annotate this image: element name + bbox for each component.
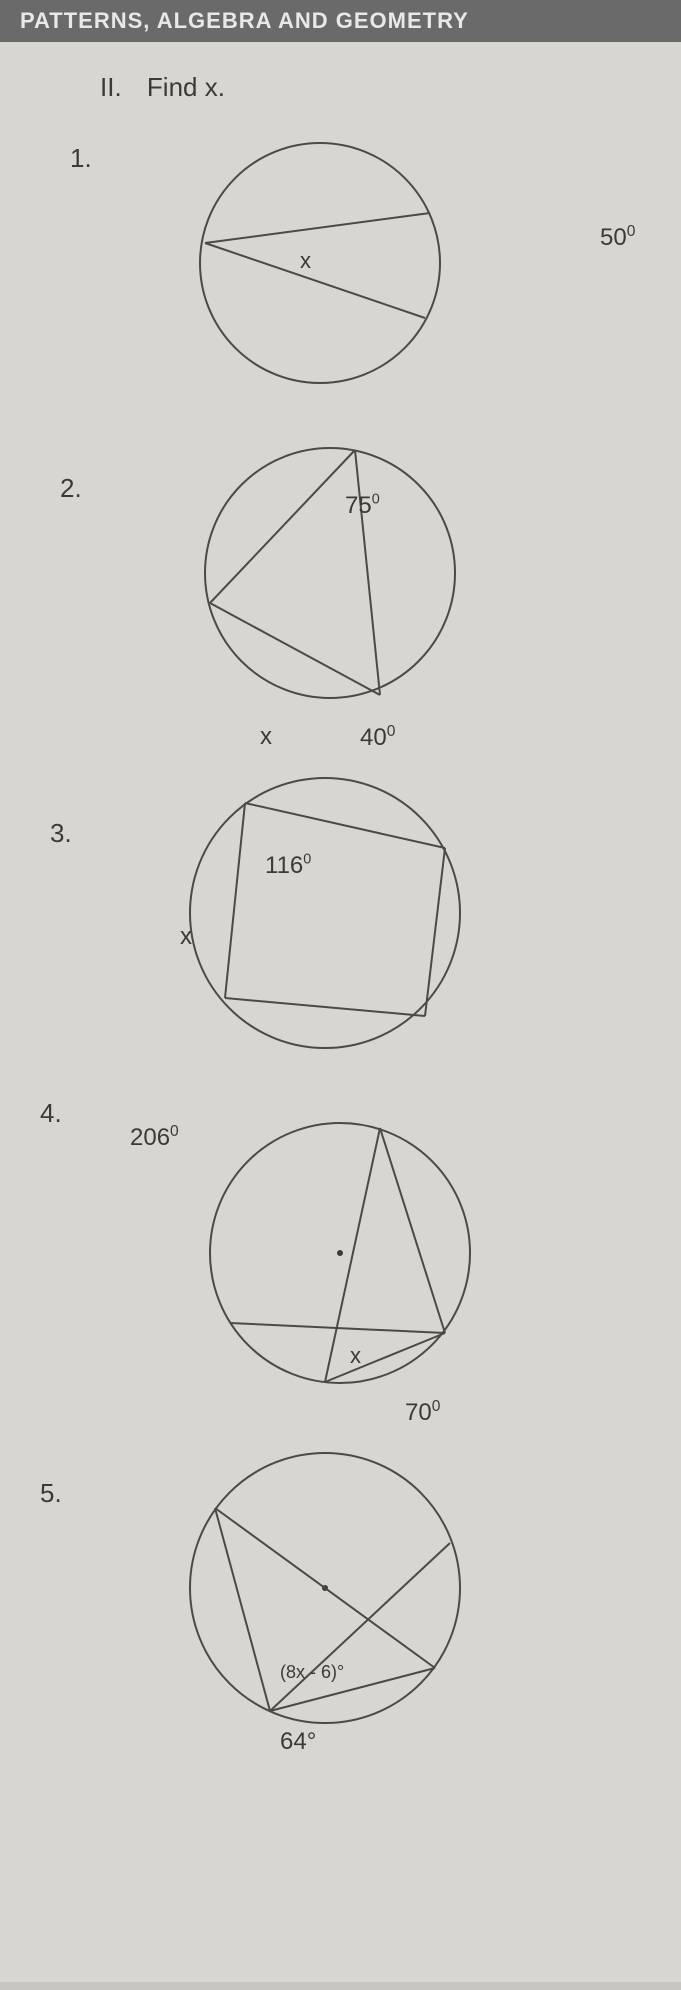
problem-number: 1.	[70, 143, 92, 174]
chord	[225, 803, 245, 998]
problem-2: 2.750x	[100, 433, 621, 718]
outside-label: x	[180, 923, 192, 951]
chord	[380, 1128, 445, 1333]
outside-label: 400	[360, 723, 395, 752]
chord	[355, 450, 380, 695]
diagram: 1160400x	[170, 758, 480, 1068]
problem-3: 3.1160400x	[100, 758, 621, 1068]
diagram-svg: 1160	[170, 758, 480, 1068]
diagram: x2060700	[190, 1108, 490, 1398]
diagram-svg: x	[190, 1108, 490, 1398]
chord	[225, 998, 425, 1016]
problem-5: 5.(8x - 6)°64°	[100, 1438, 621, 1738]
diagram-label: 1160	[265, 851, 311, 879]
diagram-label: x	[350, 1343, 361, 1368]
chord	[210, 603, 380, 695]
chord	[205, 243, 425, 318]
outside-label: 700	[405, 1398, 440, 1427]
outside-label: 500	[600, 223, 635, 252]
diagram-svg: 750	[180, 433, 480, 718]
diagram: 750x	[180, 433, 480, 718]
problem-number: 2.	[60, 473, 82, 504]
header-title: PATTERNS, ALGEBRA AND GEOMETRY	[20, 8, 469, 33]
section-title: II. Find x.	[100, 72, 621, 103]
diagram-label: x	[300, 248, 311, 273]
section-instruction: Find x.	[147, 72, 225, 102]
outside-label: 2060	[130, 1123, 179, 1152]
problems-container: 1.x5002.750x3.1160400x4.x20607005.(8x - …	[100, 133, 621, 1738]
problem-number: 4.	[40, 1098, 62, 1129]
page-body: II. Find x. 1.x5002.750x3.1160400x4.x206…	[0, 42, 681, 1982]
problem-1: 1.x500	[100, 133, 621, 393]
chapter-header: PATTERNS, ALGEBRA AND GEOMETRY	[0, 0, 681, 42]
diagram-svg: x	[170, 133, 470, 393]
circle	[200, 143, 440, 383]
outside-label: x	[260, 723, 272, 751]
circle	[205, 448, 455, 698]
outside-label: 64°	[280, 1728, 316, 1756]
diagram-label: 750	[345, 491, 380, 519]
problem-number: 3.	[50, 818, 72, 849]
diagram-label: (8x - 6)°	[280, 1662, 344, 1682]
chord	[210, 450, 355, 603]
chord	[215, 1508, 270, 1711]
diagram: x500	[170, 133, 470, 393]
diagram-svg: (8x - 6)°	[170, 1438, 480, 1738]
diagram: (8x - 6)°64°	[170, 1438, 480, 1738]
center-dot	[337, 1250, 343, 1256]
chord	[245, 803, 445, 848]
section-numeral: II.	[100, 72, 122, 102]
problem-number: 5.	[40, 1478, 62, 1509]
chord	[205, 213, 430, 243]
problem-4: 4.x2060700	[100, 1108, 621, 1398]
